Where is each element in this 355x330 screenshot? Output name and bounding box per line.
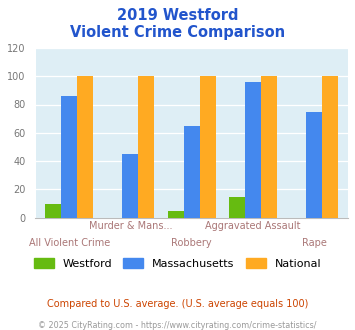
Bar — [122, 154, 138, 218]
Bar — [306, 112, 322, 218]
Bar — [61, 96, 77, 218]
Bar — [322, 76, 338, 218]
Bar — [184, 126, 200, 218]
Text: Rape: Rape — [302, 238, 327, 248]
Text: © 2025 CityRating.com - https://www.cityrating.com/crime-statistics/: © 2025 CityRating.com - https://www.city… — [38, 321, 317, 330]
Text: 2019 Westford: 2019 Westford — [117, 8, 238, 23]
Bar — [77, 76, 93, 218]
Text: Murder & Mans...: Murder & Mans... — [89, 221, 172, 231]
Bar — [261, 76, 277, 218]
Bar — [168, 211, 184, 218]
Text: All Violent Crime: All Violent Crime — [28, 238, 110, 248]
Bar — [229, 197, 245, 218]
Bar — [45, 204, 61, 218]
Text: Robbery: Robbery — [171, 238, 212, 248]
Text: Compared to U.S. average. (U.S. average equals 100): Compared to U.S. average. (U.S. average … — [47, 299, 308, 309]
Text: Violent Crime Comparison: Violent Crime Comparison — [70, 25, 285, 40]
Text: Aggravated Assault: Aggravated Assault — [205, 221, 301, 231]
Bar — [200, 76, 215, 218]
Bar — [245, 82, 261, 218]
Legend: Westford, Massachusetts, National: Westford, Massachusetts, National — [29, 254, 326, 273]
Bar — [138, 76, 154, 218]
